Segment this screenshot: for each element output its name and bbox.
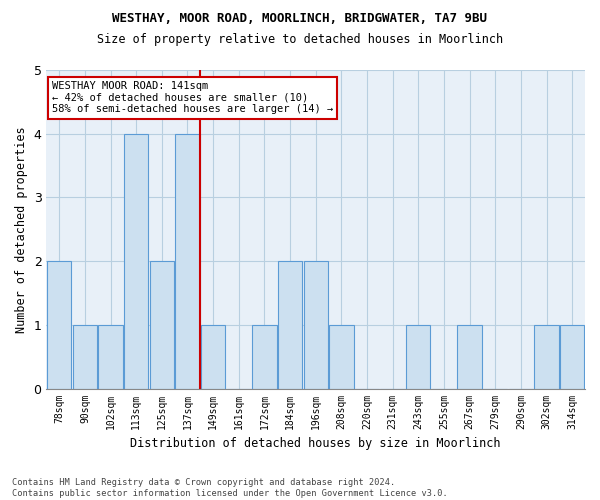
Bar	[252, 325, 277, 388]
Bar	[73, 325, 97, 388]
Text: WESTHAY MOOR ROAD: 141sqm
← 42% of detached houses are smaller (10)
58% of semi-: WESTHAY MOOR ROAD: 141sqm ← 42% of detac…	[52, 81, 333, 114]
Bar	[201, 325, 226, 388]
Bar	[457, 325, 482, 388]
Bar	[535, 325, 559, 388]
Bar	[98, 325, 123, 388]
Text: WESTHAY, MOOR ROAD, MOORLINCH, BRIDGWATER, TA7 9BU: WESTHAY, MOOR ROAD, MOORLINCH, BRIDGWATE…	[113, 12, 487, 26]
Bar	[124, 134, 148, 388]
Text: Size of property relative to detached houses in Moorlinch: Size of property relative to detached ho…	[97, 32, 503, 46]
Bar	[560, 325, 584, 388]
Bar	[47, 261, 71, 388]
Y-axis label: Number of detached properties: Number of detached properties	[15, 126, 28, 332]
Bar	[278, 261, 302, 388]
Text: Contains HM Land Registry data © Crown copyright and database right 2024.
Contai: Contains HM Land Registry data © Crown c…	[12, 478, 448, 498]
X-axis label: Distribution of detached houses by size in Moorlinch: Distribution of detached houses by size …	[130, 437, 501, 450]
Bar	[304, 261, 328, 388]
Bar	[175, 134, 200, 388]
Bar	[329, 325, 353, 388]
Bar	[406, 325, 430, 388]
Bar	[149, 261, 174, 388]
